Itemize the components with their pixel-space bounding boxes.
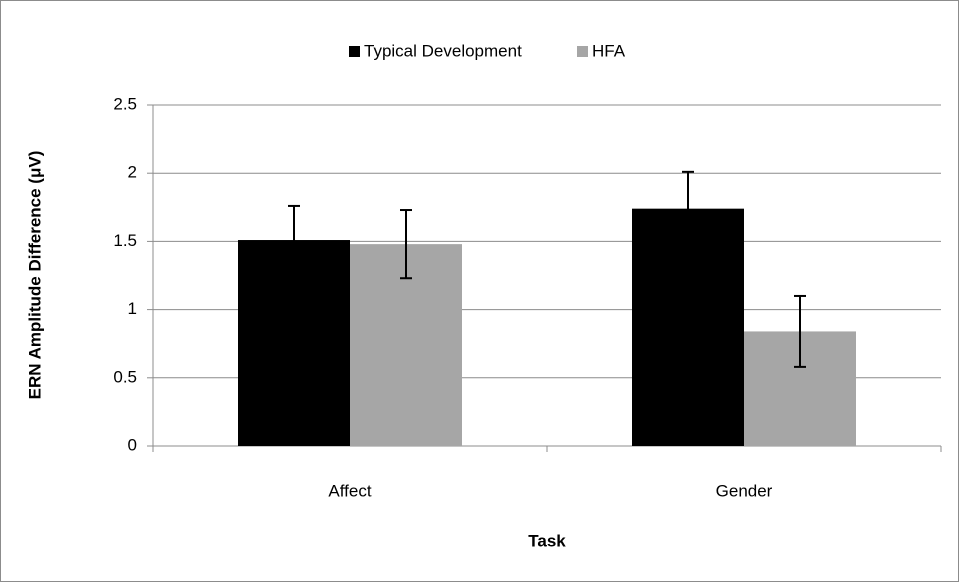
error-bar	[288, 204, 300, 276]
y-tick-label: 0	[128, 435, 137, 454]
error-bar	[794, 294, 806, 368]
y-tick-label: 2	[128, 163, 137, 182]
y-axis-title: ERN Amplitude Difference (μV)	[25, 151, 44, 400]
x-tick-label: Affect	[328, 481, 371, 500]
x-axis-title: Task	[528, 531, 566, 550]
error-bar	[400, 209, 412, 280]
bar	[632, 208, 744, 446]
x-tick-label: Gender	[716, 481, 773, 500]
legend-label: Typical Development	[364, 41, 522, 60]
error-bar	[682, 170, 694, 247]
y-tick-label: 0.5	[113, 367, 137, 386]
legend-swatch	[349, 46, 360, 57]
y-tick-label: 1	[128, 299, 137, 318]
legend-label: HFA	[592, 41, 626, 60]
legend-swatch	[577, 46, 588, 57]
y-tick-label: 2.5	[113, 94, 137, 113]
y-tick-label: 1.5	[113, 231, 137, 250]
